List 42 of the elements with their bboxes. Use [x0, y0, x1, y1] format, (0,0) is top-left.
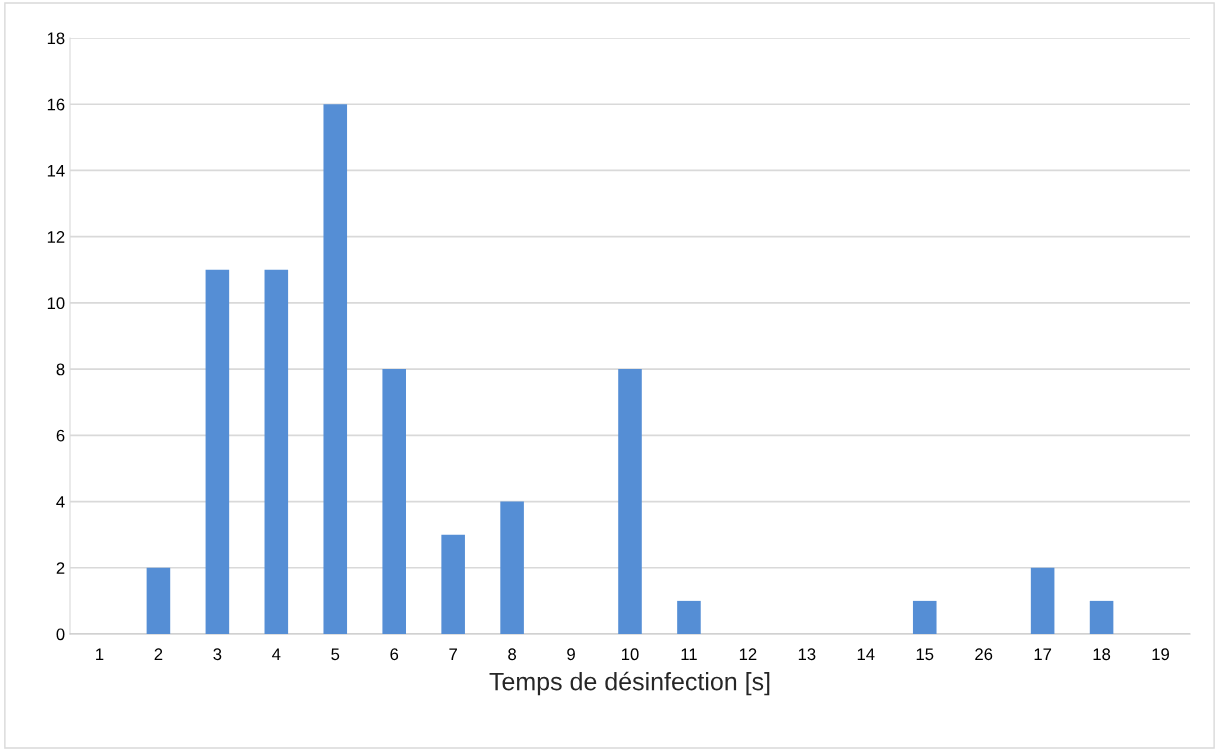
- y-tick-label: 12: [47, 231, 65, 243]
- bar: [912, 600, 937, 634]
- y-tick-label: 18: [47, 32, 65, 45]
- x-tick-label: 14: [857, 648, 875, 660]
- bar: [677, 600, 701, 634]
- x-tick-label: 12: [739, 648, 757, 660]
- bar: [205, 269, 230, 634]
- bar: [382, 369, 406, 634]
- bar: [1030, 567, 1055, 634]
- bar: [323, 104, 348, 634]
- bar: [1089, 600, 1114, 634]
- bar: [146, 567, 171, 634]
- bar: [500, 501, 524, 634]
- x-tick-label: 7: [449, 648, 457, 660]
- x-tick-label: 6: [390, 648, 399, 661]
- x-tick-label: 8: [508, 648, 517, 661]
- y-tick-label: 6: [56, 429, 65, 442]
- bar: [264, 269, 289, 634]
- x-axis-title: Temps de désinfection [s]: [489, 671, 770, 696]
- x-tick-label: 5: [331, 648, 340, 661]
- x-tick-label: 9: [567, 648, 575, 661]
- y-tick-label: 14: [47, 165, 65, 177]
- x-tick-label: 10: [622, 648, 639, 661]
- y-tick-label: 4: [56, 496, 65, 508]
- x-tick-label: 19: [1152, 648, 1170, 661]
- y-tick-label: 0: [56, 628, 65, 641]
- x-tick-label: 1: [96, 648, 104, 660]
- x-tick-label: 26: [975, 648, 993, 661]
- x-tick-label: 13: [798, 648, 816, 661]
- x-tick-label: 3: [213, 648, 222, 661]
- x-tick-label: 18: [1093, 648, 1111, 661]
- y-tick-label: 8: [56, 363, 65, 376]
- x-tick-label: 11: [681, 648, 697, 660]
- bar: [441, 534, 465, 634]
- x-tick-label: 15: [916, 648, 934, 661]
- x-tick-label: 2: [154, 648, 163, 660]
- y-tick-label: 16: [47, 98, 65, 111]
- y-tick-label: 2: [56, 562, 65, 574]
- y-tick-label: 10: [47, 297, 65, 310]
- x-tick-label: 4: [272, 648, 281, 660]
- bar: [618, 369, 642, 634]
- x-tick-label: 17: [1034, 648, 1052, 660]
